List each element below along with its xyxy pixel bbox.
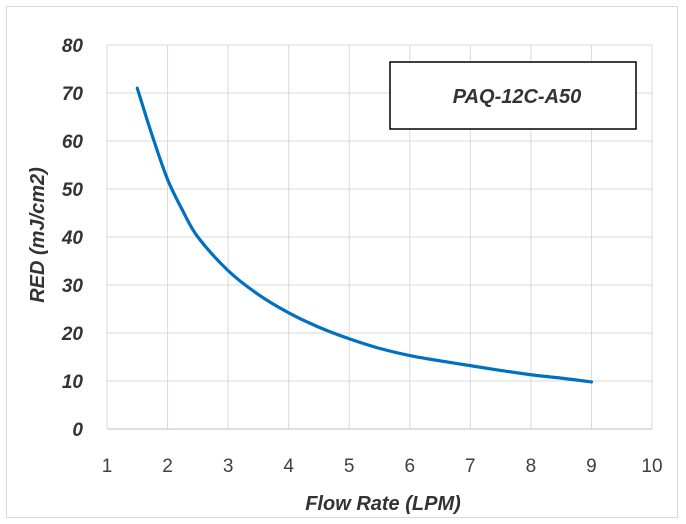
x-tick-label: 2 (162, 456, 173, 477)
y-tick-label: 40 (61, 228, 84, 249)
y-axis-title: RED (mJ/cm2) (27, 167, 49, 303)
x-axis-ticks: 1 2 3 4 5 6 7 8 9 10 (102, 456, 663, 477)
y-axis-ticks: 0 10 20 30 40 50 60 70 80 (61, 36, 84, 441)
x-tick-label: 6 (404, 456, 415, 477)
series-line (135, 86, 594, 384)
x-tick-label: 8 (526, 456, 537, 477)
y-tick-label: 80 (62, 36, 84, 57)
x-tick-label: 1 (102, 456, 113, 477)
legend-box (389, 61, 637, 130)
y-tick-label: 70 (62, 84, 84, 105)
x-tick-label: 4 (283, 456, 294, 477)
y-tick-label: 20 (61, 324, 84, 345)
legend-label: PAQ-12C-A50 (453, 86, 582, 108)
x-tick-label: 9 (586, 456, 597, 477)
x-tick-label: 10 (641, 456, 662, 477)
x-tick-label: 3 (223, 456, 234, 477)
x-tick-label: 5 (344, 456, 355, 477)
y-tick-label: 30 (62, 276, 84, 297)
legend: PAQ-12C-A50 (389, 61, 637, 130)
y-tick-label: 50 (62, 180, 84, 201)
x-axis-title: Flow Rate (LPM) (305, 493, 461, 515)
y-tick-label: 60 (62, 132, 84, 153)
y-tick-label: 10 (62, 372, 84, 393)
x-tick-label: 7 (465, 456, 476, 477)
y-tick-label: 0 (72, 420, 83, 441)
